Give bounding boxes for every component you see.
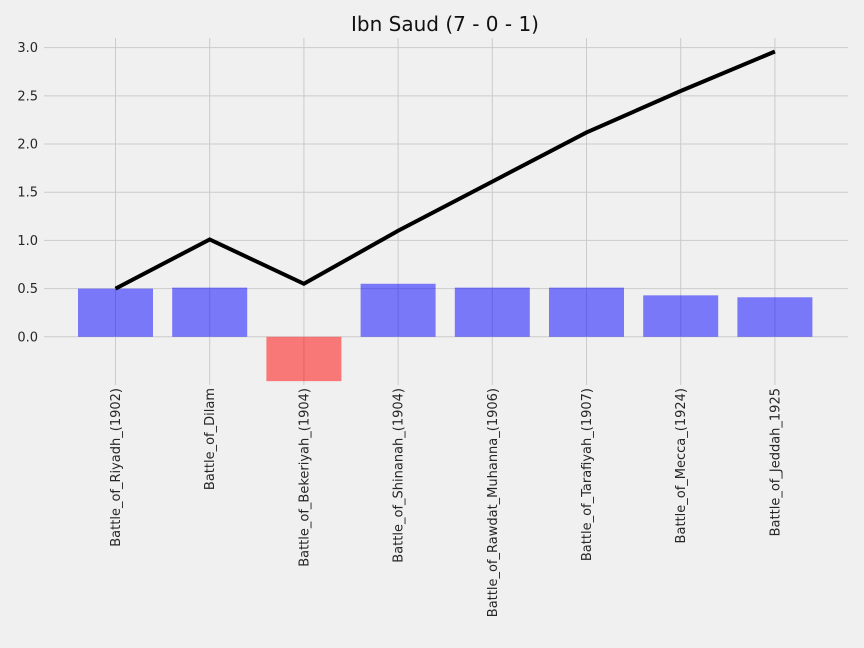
y-tick-label: 1.0 xyxy=(17,234,38,249)
chart-title: Ibn Saud (7 - 0 - 1) xyxy=(351,12,539,36)
y-tick-label: 1.5 xyxy=(17,186,38,201)
x-tick-label: Battle_of_Dilam xyxy=(203,388,218,490)
x-axis-ticks: Battle_of_Riyadh_(1902) Battle_of_Dilam Ba… xyxy=(109,388,783,617)
y-tick-label: 3.0 xyxy=(17,41,38,56)
y-axis-ticks: 0.0 0.5 1.0 1.5 2.0 2.5 3.0 xyxy=(17,41,38,345)
bar-positive xyxy=(78,288,153,337)
y-tick-label: 2.0 xyxy=(17,138,38,153)
bar-positive xyxy=(643,295,719,337)
x-tick-label: Battle_of_Riyadh_(1902) xyxy=(109,388,124,547)
bar-positive xyxy=(172,287,248,337)
grid xyxy=(44,38,848,385)
bar-positive xyxy=(360,283,436,337)
y-tick-label: 0.5 xyxy=(17,282,38,297)
x-tick-label: Battle_of_Mecca_(1924) xyxy=(674,388,689,543)
bar-positive xyxy=(549,287,624,337)
x-tick-label: Battle_of_Jeddah_1925 xyxy=(768,388,783,536)
y-tick-label: 0.0 xyxy=(17,330,38,345)
y-tick-label: 2.5 xyxy=(17,89,38,104)
x-tick-label: Battle_of_Tarafiyah_(1907) xyxy=(580,388,595,561)
bars xyxy=(78,283,813,382)
x-tick-label: Battle_of_Bekeriyah_(1904) xyxy=(297,388,312,567)
bar-positive xyxy=(454,287,530,337)
bar-negative xyxy=(266,336,342,382)
cumulative-line xyxy=(114,49,776,291)
x-tick-label: Battle_of_Shinanah_(1904) xyxy=(392,388,407,563)
bar-positive xyxy=(737,297,813,337)
cumulative-line-path xyxy=(114,49,776,291)
x-tick-label: Battle_of_Rawdat_Muhanna_(1906) xyxy=(486,388,501,617)
